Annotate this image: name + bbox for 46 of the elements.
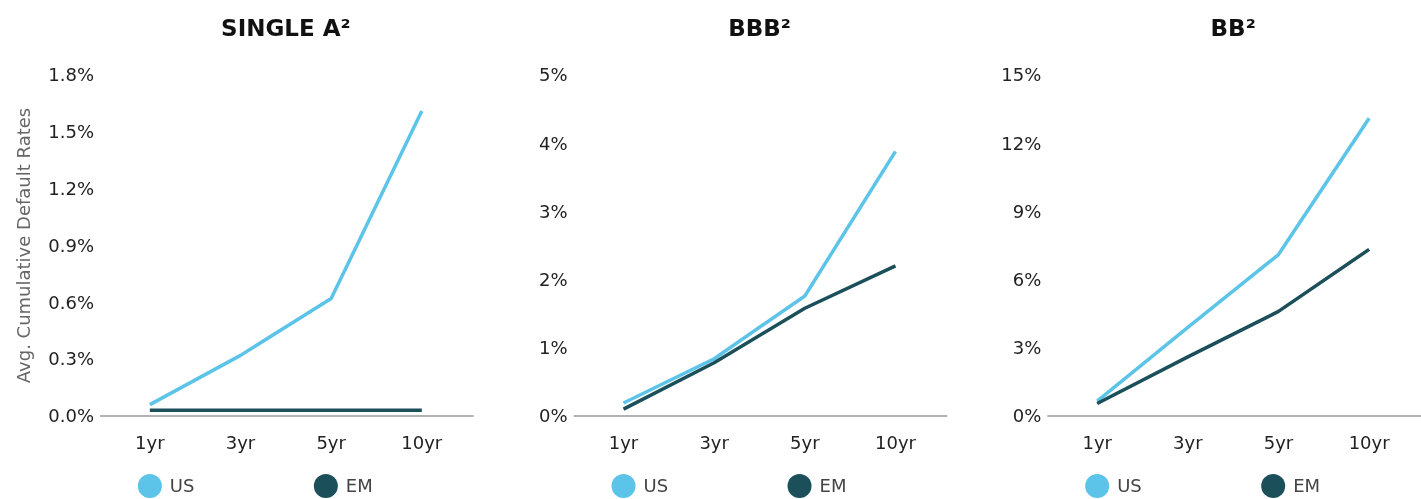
y-tick-label: 3% (1012, 337, 1042, 359)
y-tick-label: 1% (539, 337, 568, 359)
line-series (148, 109, 424, 407)
line-series (1095, 116, 1371, 403)
y-tick-label: 1.5% (48, 121, 94, 143)
y-tick-label: 0.9% (48, 234, 94, 256)
y-tick-label: 6% (1012, 268, 1042, 290)
y-axis-title: Avg. Cumulative Default Rates (13, 107, 34, 384)
legend-label: EM (345, 475, 373, 497)
chart-title: BBB² (728, 15, 791, 41)
legend-label: EM (819, 475, 847, 497)
x-tick-label: 10yr (401, 432, 443, 453)
x-tick-label: 3yr (225, 432, 256, 453)
y-tick-label: 9% (1012, 200, 1042, 222)
x-tick-label: 1yr (608, 432, 639, 453)
y-tick-label: 12% (1001, 132, 1042, 154)
y-tick-label: 0% (539, 405, 568, 427)
y-tick-label: 1.2% (48, 177, 94, 199)
chart-title: BB² (1210, 15, 1256, 41)
x-tick-label: 1yr (1082, 432, 1113, 453)
y-tick-label: 4% (539, 132, 568, 154)
y-tick-label: 2% (539, 268, 568, 290)
line-series (621, 149, 898, 405)
y-tick-label: 3% (539, 200, 568, 222)
legend-label: US (169, 475, 195, 497)
y-tick-label: 15% (1001, 64, 1042, 86)
legend-label: US (1117, 475, 1142, 497)
x-tick-label: 10yr (1348, 432, 1391, 453)
x-tick-label: 3yr (699, 432, 730, 453)
x-tick-label: 5yr (790, 432, 821, 453)
x-tick-label: 5yr (1263, 432, 1294, 453)
x-tick-label: 3yr (1173, 432, 1204, 453)
x-tick-label: 1yr (135, 432, 166, 453)
x-tick-label: 10yr (874, 432, 917, 453)
line-series (1095, 247, 1371, 406)
legend-label: EM (1293, 475, 1321, 497)
y-tick-label: 0% (1012, 405, 1042, 427)
y-tick-label: 0.3% (48, 348, 94, 370)
y-tick-label: 0.0% (48, 405, 94, 427)
chart-title: SINGLE A² (221, 15, 351, 41)
x-tick-label: 5yr (316, 432, 347, 453)
y-tick-label: 5% (539, 64, 568, 86)
y-tick-label: 1.8% (48, 64, 94, 86)
line-series (621, 264, 898, 411)
y-tick-label: 0.6% (48, 291, 94, 313)
legend-label: US (643, 475, 669, 497)
